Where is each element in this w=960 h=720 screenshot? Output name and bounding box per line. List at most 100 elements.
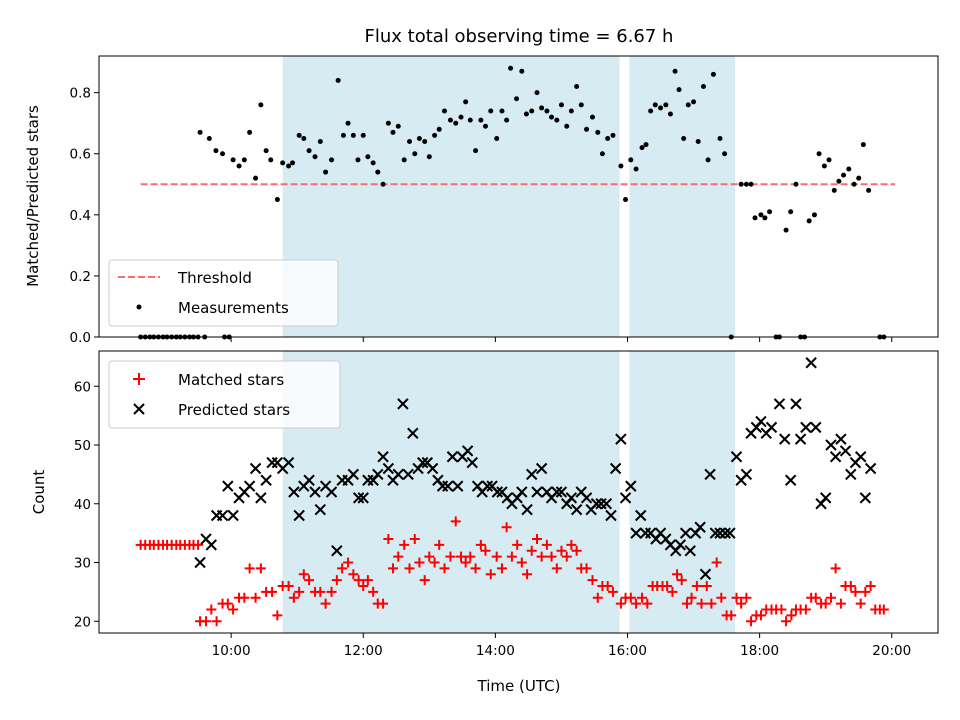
measurement-point	[365, 154, 371, 160]
measurement-point	[866, 187, 872, 193]
measurement-point	[345, 120, 351, 126]
predicted-star-marker	[724, 527, 736, 539]
predicted-star-marker	[314, 503, 327, 516]
matched-star-marker	[561, 551, 572, 562]
matched-star-marker	[541, 539, 552, 550]
predicted-star-marker	[810, 421, 822, 434]
matched-star-marker	[755, 610, 766, 621]
measurement-point	[206, 135, 212, 141]
matched-star-marker	[272, 610, 283, 621]
matched-star-marker	[211, 616, 222, 627]
measurement-point	[514, 96, 520, 102]
matched-star-marker	[731, 592, 742, 603]
predicted-star-marker	[452, 480, 464, 492]
measurement-point	[355, 157, 361, 163]
y-tick-label: 0.6	[70, 147, 91, 163]
measurement-point	[432, 132, 438, 138]
matched-star-marker	[587, 575, 598, 586]
measurement-point	[705, 157, 711, 163]
y-tick-label: 60	[74, 379, 91, 395]
matched-star-marker	[781, 616, 792, 627]
predicted-star-marker	[216, 509, 229, 522]
predicted-star-marker	[565, 492, 578, 504]
predicted-star-marker	[829, 451, 842, 463]
measurement-point	[230, 157, 236, 163]
predicted-star-marker	[551, 486, 563, 498]
matched-star-marker	[741, 592, 752, 603]
matched-star-marker	[526, 545, 537, 556]
matched-star-marker	[429, 557, 440, 568]
matched-star-marker	[419, 575, 430, 586]
matched-star-marker	[331, 575, 342, 586]
measurement-point	[652, 102, 658, 108]
measurement-point	[700, 84, 706, 90]
measurement-point	[241, 157, 247, 163]
predicted-star-marker	[709, 527, 722, 539]
matched-star-marker	[337, 563, 348, 574]
predicted-star-marker	[309, 486, 321, 498]
measurement-point	[628, 157, 634, 163]
bottom-panel: 20 30 40 50 60 10:00 12:00 14:00 16:00 18:00 20:0…	[30, 350, 939, 695]
x-tick-label: 14:00	[476, 643, 515, 659]
measurement-point	[442, 108, 448, 114]
predicted-star-marker	[392, 468, 404, 481]
measurement-point	[296, 132, 302, 138]
predicted-star-marker	[222, 480, 234, 492]
measurement-point	[253, 175, 259, 181]
matched-star-marker	[353, 575, 364, 586]
matched-star-marker	[736, 598, 747, 609]
predicted-star-marker	[580, 492, 593, 504]
measurement-point	[453, 120, 459, 126]
matched-star-marker	[409, 534, 420, 544]
matched-star-marker	[855, 598, 866, 609]
matched-star-marker	[501, 522, 512, 533]
predicted-star-marker	[194, 556, 206, 569]
measurement-point	[836, 178, 842, 184]
predicted-star-marker	[402, 468, 414, 481]
matched-star-marker	[746, 616, 757, 627]
matched-star-marker	[810, 592, 821, 603]
measurement-point	[499, 108, 505, 114]
predicted-star-marker	[784, 474, 797, 486]
legend-predicted-swatch	[133, 403, 145, 415]
measurement-point	[301, 135, 307, 141]
matched-star-marker	[283, 581, 294, 591]
matched-star-marker	[267, 586, 278, 597]
legend-matched-label: Matched stars	[178, 371, 284, 389]
measurement-point	[672, 68, 678, 74]
matched-star-marker	[845, 581, 856, 591]
matched-star-marker	[387, 563, 398, 574]
predicted-star-marker	[249, 462, 262, 475]
bottom-panel-legend: Matched stars Predicted stars	[108, 360, 341, 429]
bottom-panel-predicted-stars	[194, 357, 877, 580]
chart-title: Flux total observing time = 6.67 h	[365, 26, 674, 47]
measurement-point	[648, 108, 654, 114]
predicted-star-marker	[590, 498, 603, 510]
matched-star-marker	[800, 604, 811, 615]
predicted-star-marker	[773, 398, 786, 410]
measurement-point	[213, 148, 219, 154]
predicted-star-marker	[740, 468, 753, 481]
top-legend-box	[108, 259, 339, 327]
measurement-point	[589, 114, 595, 120]
measurement-point	[826, 157, 832, 163]
measurement-point	[406, 139, 412, 145]
y-tick-label: 20	[74, 614, 91, 630]
measurement-point	[350, 132, 356, 138]
measurement-point	[280, 160, 286, 166]
matched-star-marker	[315, 586, 326, 597]
measurement-point	[335, 77, 341, 83]
measurement-point	[722, 151, 728, 157]
matched-star-marker	[602, 581, 613, 591]
measurement-point	[717, 135, 723, 141]
measurement-point	[584, 126, 590, 132]
matched-star-marker	[383, 534, 394, 544]
predicted-star-marker	[570, 503, 583, 516]
predicted-star-marker	[779, 433, 791, 445]
measurement-point	[618, 163, 624, 169]
predicted-star-marker	[825, 439, 837, 451]
predicted-star-marker	[481, 480, 494, 492]
matched-star-marker	[445, 551, 456, 562]
observing-window-band	[282, 56, 620, 337]
